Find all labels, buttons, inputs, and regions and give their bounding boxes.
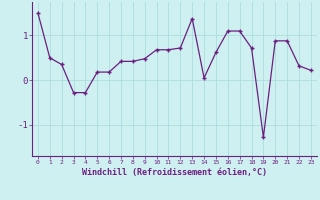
X-axis label: Windchill (Refroidissement éolien,°C): Windchill (Refroidissement éolien,°C): [82, 168, 267, 177]
